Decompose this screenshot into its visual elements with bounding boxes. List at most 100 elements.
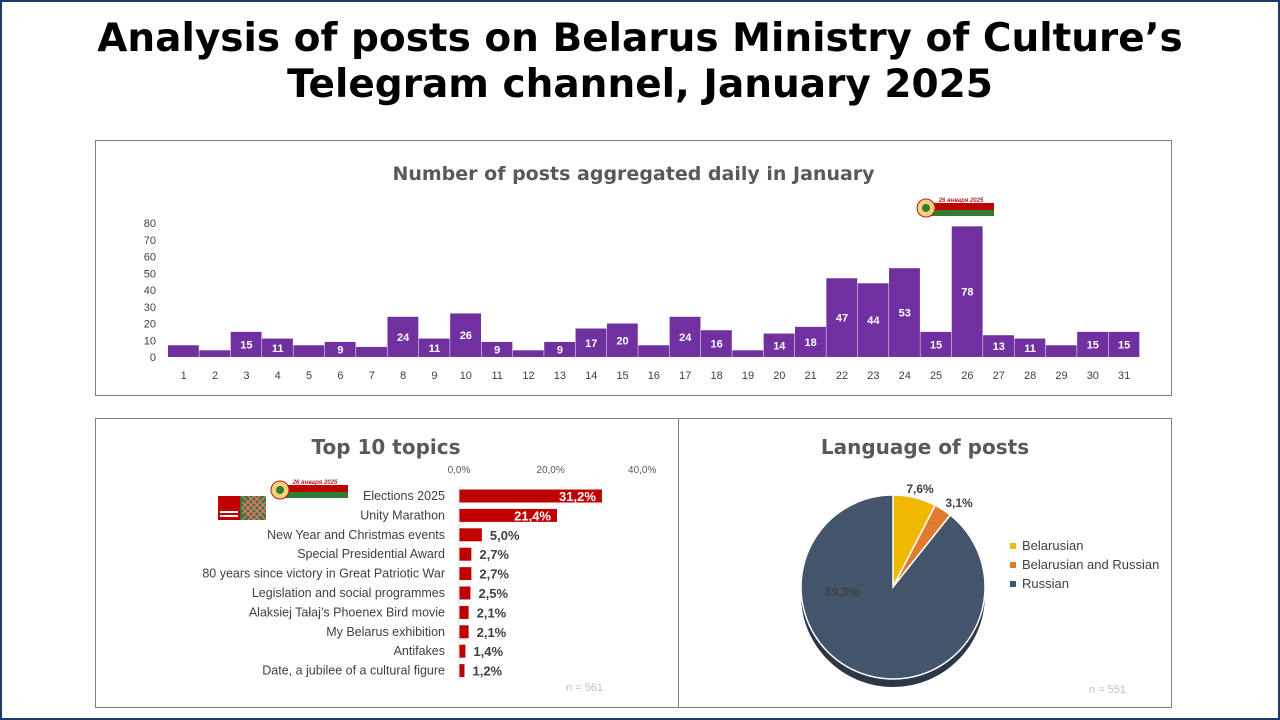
- topic-category-label: New Year and Christmas events: [267, 528, 445, 542]
- page-title: Analysis of posts on Belarus Ministry of…: [2, 16, 1278, 108]
- daily-x-tick-label: 10: [460, 370, 472, 382]
- daily-y-tick-label: 50: [144, 268, 156, 280]
- daily-x-tick-label: 8: [400, 370, 406, 382]
- daily-bar-label: 47: [836, 313, 848, 325]
- daily-bar-label: 78: [961, 287, 973, 299]
- unity-marathon-logo-image: [218, 496, 266, 520]
- daily-x-tick-label: 9: [431, 370, 437, 382]
- top-topics-panel: Top 10 topics n = 561: [95, 418, 680, 708]
- daily-x-tick-label: 5: [306, 370, 312, 382]
- topic-category-label: Antifakes: [394, 644, 445, 658]
- daily-x-tick-label: 20: [773, 370, 785, 382]
- daily-bar: [1014, 338, 1046, 357]
- daily-x-tick-label: 31: [1118, 370, 1130, 382]
- daily-x-tick-label: 30: [1087, 370, 1099, 382]
- daily-bar-label: 17: [585, 338, 597, 350]
- daily-bar: [544, 341, 576, 357]
- daily-bar: [293, 345, 325, 357]
- daily-bar: [262, 338, 293, 357]
- language-chart-title: Language of posts: [820, 435, 1030, 459]
- daily-bar: [920, 331, 952, 357]
- pie-slice: [800, 494, 986, 680]
- topic-category-label: Date, a jubilee of a cultural figure: [262, 664, 445, 678]
- daily-x-tick-label: 15: [616, 370, 628, 382]
- topic-bar: [459, 528, 482, 542]
- pie-slice-label: 89,3%: [825, 585, 859, 599]
- daily-y-tick-label: 30: [144, 302, 156, 314]
- daily-x-tick-label: 11: [491, 370, 502, 382]
- daily-x-tick-label: 3: [243, 370, 249, 382]
- topics-x-tick-label: 40,0%: [628, 465, 656, 476]
- topic-bar-value-label: 2,1%: [477, 625, 507, 640]
- topic-bar-value-label: 2,7%: [479, 547, 509, 562]
- daily-bar: [795, 326, 826, 357]
- topic-category-label: Unity Marathon: [360, 508, 445, 522]
- daily-y-tick-label: 20: [144, 319, 156, 331]
- election-badge-image-2: 26 января 2025: [270, 480, 348, 500]
- daily-y-tick-label: 80: [144, 218, 156, 230]
- election-badge-text-2: 26 января 2025: [292, 480, 338, 486]
- daily-bar-label: 11: [429, 343, 441, 355]
- daily-x-tick-label: 6: [337, 370, 343, 382]
- daily-bar: [450, 313, 481, 357]
- daily-bar-label: 15: [930, 339, 942, 351]
- daily-bar: [1045, 345, 1077, 357]
- daily-bar: [1108, 331, 1140, 357]
- daily-x-tick-label: 29: [1055, 370, 1067, 382]
- topic-bar-value-label: 2,1%: [477, 605, 507, 620]
- daily-bar-label: 15: [1118, 339, 1130, 351]
- daily-y-tick-label: 10: [144, 335, 156, 347]
- daily-bar-label: 14: [773, 340, 786, 352]
- daily-bar: [951, 226, 983, 357]
- daily-bar: [826, 278, 858, 357]
- daily-posts-chart-title: Number of posts aggregated daily in Janu…: [392, 163, 875, 185]
- top-topics-chart-title: Top 10 topics: [311, 435, 461, 459]
- daily-bar-label: 9: [557, 344, 563, 356]
- daily-bar: [387, 316, 419, 357]
- title-line-2: Telegram channel, January 2025: [287, 62, 993, 107]
- daily-x-tick-label: 22: [836, 370, 848, 382]
- legend-label-russian: Russian: [1022, 576, 1069, 591]
- daily-bar-label: 24: [679, 332, 692, 344]
- legend-label-belarusian: Belarusian: [1022, 538, 1084, 553]
- daily-bar-label: 20: [616, 335, 628, 347]
- daily-x-tick-label: 26: [961, 370, 973, 382]
- daily-x-tick-label: 2: [212, 370, 218, 382]
- election-badge-image: 26 января 2025: [916, 198, 994, 218]
- legend-item-belarusian-and-russian: Belarusian and Russian: [1010, 555, 1159, 574]
- daily-x-tick-label: 12: [522, 370, 534, 382]
- daily-x-tick-label: 14: [585, 370, 597, 382]
- daily-bar: [983, 335, 1014, 357]
- daily-x-tick-label: 27: [993, 370, 1005, 382]
- daily-y-tick-label: 40: [144, 285, 156, 297]
- topic-category-label: 80 years since victory in Great Patrioti…: [202, 567, 445, 581]
- topic-bar-value-label: 1,4%: [473, 644, 503, 659]
- topic-category-label: Alaksiej Tałaj’s Phoenex Bird movie: [249, 605, 445, 619]
- daily-bar: [700, 330, 732, 357]
- daily-x-tick-label: 17: [679, 370, 691, 382]
- topic-category-label: Legislation and social programmes: [252, 586, 445, 600]
- pie-slice-label: 3,1%: [945, 496, 973, 510]
- daily-bar: [889, 268, 920, 357]
- daily-bar-label: 24: [397, 332, 410, 344]
- legend-item-russian: Russian: [1010, 574, 1159, 593]
- topic-bar: [459, 586, 471, 600]
- topic-bar-value-label: 5,0%: [490, 528, 520, 543]
- daily-bar: [669, 316, 701, 357]
- daily-y-tick-label: 0: [150, 352, 156, 364]
- topic-bar: [459, 644, 466, 658]
- daily-bar-label: 53: [899, 308, 911, 320]
- daily-bar-label: 9: [337, 344, 343, 356]
- daily-x-tick-label: 4: [275, 370, 281, 382]
- daily-bar-label: 9: [494, 344, 500, 356]
- topic-bar: [459, 625, 469, 639]
- topics-sample-size: n = 561: [566, 682, 604, 694]
- daily-x-tick-label: 24: [899, 370, 911, 382]
- daily-bar-label: 13: [993, 341, 1005, 353]
- daily-bar-label: 18: [805, 337, 817, 349]
- topic-bar-value-label: 1,2%: [472, 664, 502, 679]
- daily-x-tick-label: 18: [711, 370, 723, 382]
- language-sample-size: n = 551: [1089, 684, 1127, 696]
- daily-bar-label: 26: [460, 330, 472, 342]
